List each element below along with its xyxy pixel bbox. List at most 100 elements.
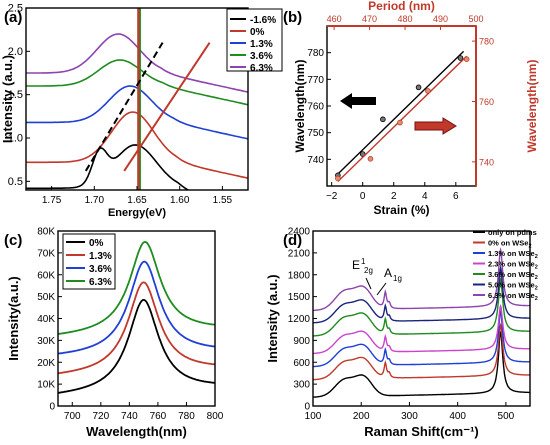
panel-b-ytick-label: 760 bbox=[307, 102, 324, 113]
panel-c-xtick-label: 780 bbox=[178, 411, 195, 422]
panel-a-ytick-label: 2.0 bbox=[8, 46, 23, 58]
panel-c-ytick-label: 70K bbox=[37, 248, 55, 259]
panel-b-top-xtick-label: 500 bbox=[468, 14, 483, 24]
panel-b-right-ytick-label: 760 bbox=[479, 97, 494, 107]
panel-a-dashed-trend bbox=[84, 42, 164, 172]
panel-d-ytick-label: 1200 bbox=[288, 314, 311, 325]
panel-d-xtick-label: 300 bbox=[401, 411, 418, 422]
panel-d-ytick-label: 300 bbox=[293, 380, 310, 391]
panel-b-fit-line bbox=[337, 50, 465, 175]
panel-c-xtick-label: 720 bbox=[92, 411, 109, 422]
panel-d-ytick-label: 600 bbox=[293, 358, 310, 369]
panel-b-top-xtick-label: 460 bbox=[327, 14, 342, 24]
panel-a-ytick-label: 0.5 bbox=[8, 176, 23, 188]
panel-c-legend-box bbox=[62, 233, 116, 290]
panel-b-xtick-label: 6 bbox=[453, 191, 459, 202]
panel-a-ytick-label: 1.0 bbox=[8, 133, 23, 145]
panel-d-legend-label-sub: 2 bbox=[535, 254, 538, 260]
panel-d-legend-label-sub: 2 bbox=[535, 286, 538, 292]
panel-c-series-line bbox=[57, 260, 215, 355]
panel-d-legend-label: 6.3% on WSe2 bbox=[488, 291, 538, 302]
panel-b-fit-line bbox=[337, 55, 468, 182]
panel-a-xtick-label: 1.65 bbox=[127, 195, 147, 206]
panel-b-right-ylabel: Wavelength(nm) bbox=[525, 60, 539, 153]
panel-d-legend-label: 2.3% on WSe2 bbox=[488, 260, 538, 271]
panel-d-ytick-label: 2400 bbox=[288, 227, 311, 238]
panel-d-e2g-arrow bbox=[365, 277, 372, 290]
panel-b-xtick-label: 4 bbox=[422, 191, 428, 202]
panel-c-label: (c) bbox=[4, 232, 22, 249]
panel-d-series-line bbox=[313, 247, 530, 312]
panel-c: 700 720 740 760 780 800 0 10K 20K 30K 40K 50K 60K 70K… bbox=[4, 227, 224, 440]
panel-c-series-line bbox=[57, 298, 216, 394]
panel-c-ytick-label: 60K bbox=[37, 270, 55, 281]
panel-a-legend-label: -1.6% bbox=[250, 15, 276, 26]
panel-c-ytick-label: 50K bbox=[37, 292, 55, 303]
panel-d-series-line bbox=[313, 309, 530, 368]
panel-d-legend-label-sub: 2 bbox=[535, 275, 538, 281]
panel-c-xlabel: Wavelength(nm) bbox=[86, 424, 187, 439]
panel-d-legend-label: only on pdms bbox=[488, 228, 537, 237]
panel-c-ytick-label: 20K bbox=[37, 358, 55, 369]
panel-a-series-line bbox=[26, 33, 248, 93]
panel-b-data-point bbox=[335, 175, 341, 182]
panel-d-xtick-label: 500 bbox=[498, 411, 515, 422]
panel-b-top-xtick-label: 470 bbox=[362, 14, 377, 24]
panel-b-top-xtick-label: 490 bbox=[433, 14, 448, 24]
panel-b-top-xtick-label: 480 bbox=[398, 14, 413, 24]
panel-a-plot bbox=[26, 8, 248, 190]
panel-a-legend-label: 6.3% bbox=[250, 63, 273, 74]
panel-d-legend-label: 5.0% on WSe2 bbox=[488, 281, 538, 292]
panel-a-xtick-label: 1.75 bbox=[42, 195, 62, 206]
panel-d-e2g-sub: 2g bbox=[364, 266, 373, 275]
panel-d-label: (d) bbox=[283, 232, 302, 249]
panel-d-xtick-label: 100 bbox=[305, 411, 322, 422]
panel-d-legend-label: 3.6% on WSe2 bbox=[488, 270, 538, 281]
panel-d-e2g-label: E bbox=[352, 258, 360, 272]
panel-a-ytick-label: 2.5 bbox=[8, 3, 23, 15]
panel-d-series-line bbox=[313, 276, 530, 337]
panel-d-a1g-label: A bbox=[384, 266, 392, 280]
panel-d-ytick-label: 1500 bbox=[288, 292, 311, 303]
panel-d-a1g-arrow bbox=[376, 282, 387, 296]
panel-c-xtick-label: 700 bbox=[64, 411, 81, 422]
panel-d: 100 200 300 400 5000300600900120015001800210… bbox=[265, 227, 538, 440]
panel-c-series-line bbox=[57, 281, 216, 375]
panel-d-series-line bbox=[313, 265, 530, 324]
panel-d-series-line bbox=[312, 331, 530, 398]
panel-d-series-line bbox=[313, 303, 530, 355]
panel-b-top-xlabel: Period (nm) bbox=[368, 0, 435, 13]
panel-a-xlabel: Energy(eV) bbox=[108, 207, 166, 219]
panel-b-ytick-label: 780 bbox=[307, 48, 324, 59]
panel-b-ylabel: Wavelength(nm) bbox=[293, 60, 307, 153]
panel-b-right-arrow bbox=[414, 117, 457, 135]
panel-c-ytick-label: 80K bbox=[37, 227, 55, 238]
panel-d-series-line bbox=[312, 322, 530, 381]
panel-a-legend-label: 1.3% bbox=[250, 39, 273, 50]
panel-b-xtick-label: −2 bbox=[326, 191, 338, 202]
panel-a-series-line bbox=[26, 85, 248, 140]
panel-b-data-point bbox=[397, 119, 403, 126]
panel-c-ylabel: Intensity(a.u.) bbox=[6, 276, 21, 361]
panel-c-ytick-label: 40K bbox=[37, 314, 55, 325]
panel-d-ytick-label: 0 bbox=[304, 402, 310, 413]
panel-c-legend-label: 1.3% bbox=[89, 251, 112, 262]
panel-a-series-line bbox=[26, 59, 248, 106]
panel-c-xtick-label: 760 bbox=[150, 411, 167, 422]
panel-d-xlabel: Raman Shift(cm⁻¹) bbox=[364, 424, 478, 439]
panel-b-data-point bbox=[425, 88, 431, 94]
panel-c-ytick-label: 0 bbox=[49, 402, 55, 413]
panel-b-ytick-label: 740 bbox=[307, 155, 324, 166]
panel-d-xtick-label: 200 bbox=[353, 411, 370, 422]
panel-b-xlabel: Strain (%) bbox=[373, 203, 429, 217]
panel-b-label: (b) bbox=[283, 9, 302, 26]
panel-b-data-point bbox=[367, 156, 374, 162]
panel-a-series-line bbox=[26, 111, 248, 179]
panel-d-e2g-sup: 1 bbox=[361, 257, 366, 266]
panel-b-xtick-label: 0 bbox=[360, 191, 366, 202]
panel-a-solid-trend bbox=[123, 42, 211, 172]
panel-d-ytick-label: 2100 bbox=[288, 248, 311, 259]
panel-a-legend-label: 0% bbox=[250, 27, 265, 38]
panel-b-data-point bbox=[463, 56, 470, 63]
